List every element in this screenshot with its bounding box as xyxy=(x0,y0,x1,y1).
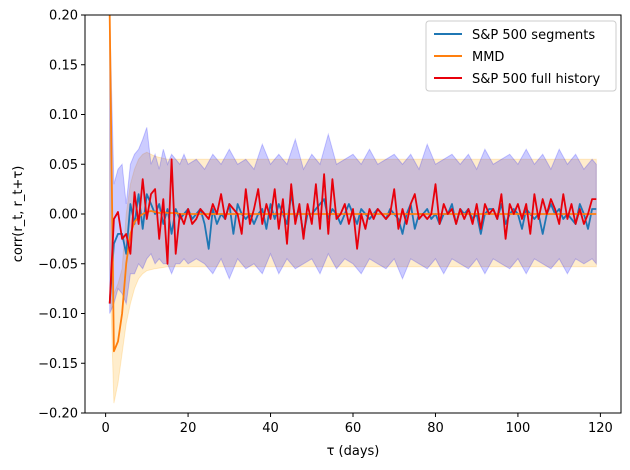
legend-label-full-history: S&P 500 full history xyxy=(472,72,600,87)
y-tick-label: −0.15 xyxy=(38,357,78,372)
y-tick-label: 0.10 xyxy=(49,108,78,123)
legend-label-mmd: MMD xyxy=(472,50,504,65)
x-tick-label: 60 xyxy=(345,421,362,436)
y-tick-label: 0.05 xyxy=(49,158,78,173)
x-axis-label: τ (days) xyxy=(327,444,380,459)
y-tick-label: 0.00 xyxy=(49,208,78,223)
y-axis-label: corr(r_t, r_t+τ) xyxy=(11,166,26,263)
x-tick-label: 0 xyxy=(101,421,109,436)
series-line-2 xyxy=(108,158,597,304)
legend-label-segments: S&P 500 segments xyxy=(472,28,595,43)
y-tick-label: 0.20 xyxy=(49,9,78,24)
series-lines xyxy=(108,15,597,353)
y-tick-label: −0.20 xyxy=(38,407,78,422)
x-tick-label: 20 xyxy=(180,421,197,436)
y-tick-label: 0.15 xyxy=(49,58,78,73)
legend: S&P 500 segments MMD S&P 500 full histor… xyxy=(425,20,617,92)
x-tick-label: 100 xyxy=(506,421,531,436)
x-tick-label: 40 xyxy=(262,421,279,436)
x-axis-ticks: 0 20 40 60 80 100 120 xyxy=(101,413,613,436)
y-axis-ticks: −0.20 −0.15 −0.10 −0.05 0.00 0.05 0.10 0.15 0.20 xyxy=(38,9,85,422)
y-tick-label: −0.05 xyxy=(38,257,78,272)
x-tick-label: 120 xyxy=(588,421,613,436)
legend-box xyxy=(425,20,617,92)
x-tick-label: 80 xyxy=(427,421,444,436)
y-tick-label: −0.10 xyxy=(38,307,78,322)
band-1 xyxy=(109,15,597,314)
